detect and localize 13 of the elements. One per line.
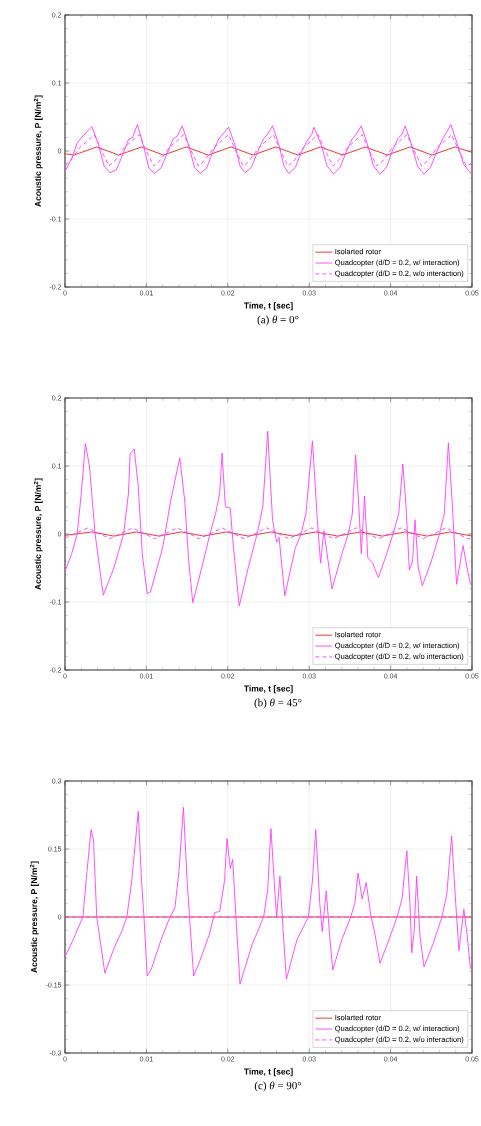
y-axis-title: Acoustic pressure, P [N/m$^{2}$] bbox=[33, 95, 43, 207]
text: (b) θ = 45° bbox=[254, 698, 302, 709]
x-axis-title: Time, t [sec] bbox=[243, 302, 293, 311]
line-series bbox=[65, 806, 472, 985]
y-axis-title: Acoustic pressure, P [N/m$^{2}$] bbox=[33, 478, 43, 590]
line-series bbox=[65, 124, 472, 176]
line-series bbox=[65, 146, 472, 156]
line-series bbox=[65, 430, 472, 607]
text: (a) θ = 0° bbox=[257, 315, 299, 326]
x-axis-title: Time, t [sec] bbox=[243, 1068, 293, 1077]
y-axis-title: Acoustic pressure, P [N/m$^{2}$] bbox=[30, 861, 39, 973]
text: (c) θ = 90° bbox=[254, 1081, 302, 1092]
x-axis-title: Time, t [sec] bbox=[243, 685, 293, 694]
